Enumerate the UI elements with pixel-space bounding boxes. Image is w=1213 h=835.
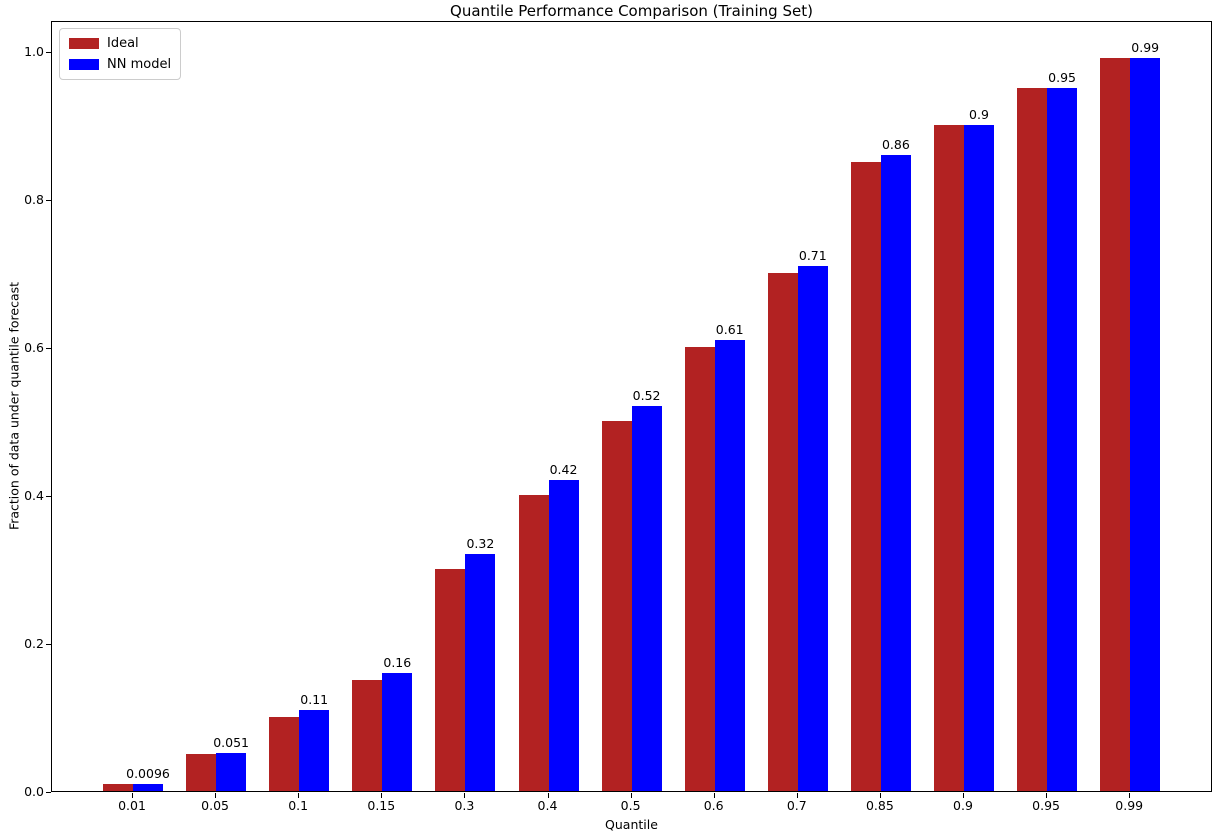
x-tick-mark — [713, 793, 715, 798]
x-tick-mark — [547, 793, 549, 798]
x-tick-mark — [963, 793, 964, 798]
bar-nn-model — [880, 154, 911, 791]
x-tick-label: 0.15 — [367, 798, 396, 813]
x-tick-label: 0.05 — [201, 798, 230, 813]
bar-nn-model — [465, 554, 496, 791]
y-tick-mark — [46, 792, 51, 793]
bar-nn-model — [548, 480, 579, 791]
legend-item-ideal: Ideal — [69, 36, 171, 51]
bar-ideal — [103, 783, 133, 791]
x-axis-label: Quantile — [605, 817, 658, 832]
bar-value-label: 0.86 — [881, 136, 910, 152]
plot-area: Ideal NN model 0.0096 0.051 0.11 0.16 0.32 0.… — [51, 21, 1212, 792]
x-tick-label: 0.4 — [537, 798, 558, 813]
bar-value-label: 0.42 — [549, 462, 578, 478]
bar-ideal — [435, 569, 466, 791]
bar-value-label: 0.32 — [466, 536, 495, 552]
bar-ideal — [186, 754, 217, 791]
bar-value-label: 0.11 — [300, 691, 329, 707]
bar-ideal — [269, 717, 300, 791]
bar-value-label: 0.99 — [1131, 40, 1160, 56]
x-tick-mark — [381, 793, 383, 798]
legend-item-nn-model: NN model — [69, 57, 171, 72]
bar-ideal — [767, 273, 798, 791]
y-tick-label: 1.0 — [24, 44, 44, 59]
x-tick-mark — [215, 793, 217, 798]
x-tick-label: 0.9 — [953, 798, 973, 813]
legend-swatch-ideal-icon — [69, 38, 99, 49]
bar-value-label: 0.051 — [213, 735, 249, 751]
bar-nn-model — [299, 709, 330, 791]
x-tick-mark — [796, 793, 798, 798]
legend-label-nn-model: NN model — [107, 57, 172, 72]
bar-ideal — [352, 680, 383, 791]
bar-nn-model — [1130, 58, 1161, 791]
bar-ideal — [684, 347, 715, 791]
bar-value-label: 0.9 — [969, 107, 989, 122]
legend: Ideal NN model — [59, 28, 182, 80]
legend-swatch-nn-model-icon — [69, 59, 99, 70]
y-tick-mark — [46, 52, 51, 53]
bar-nn-model — [797, 265, 828, 791]
bar-nn-model — [133, 783, 163, 791]
bar-ideal — [518, 495, 549, 791]
bar-nn-model — [382, 672, 413, 791]
bar-value-label: 0.52 — [632, 388, 661, 404]
y-tick-label: 0.2 — [24, 636, 44, 651]
bar-value-label: 0.71 — [798, 247, 827, 263]
x-tick-label: 0.85 — [865, 798, 894, 813]
y-tick-label: 0.6 — [24, 340, 44, 355]
x-tick-label: 0.95 — [1032, 798, 1061, 813]
bar-value-label: 0.61 — [715, 321, 744, 337]
bar-nn-model — [1047, 88, 1078, 791]
bar-nn-model — [714, 339, 745, 791]
bar-ideal — [1017, 88, 1048, 791]
bar-nn-model — [216, 753, 247, 791]
x-tick-mark — [132, 793, 133, 798]
x-tick-label: 0.5 — [620, 798, 641, 813]
bar-value-label: 0.0096 — [126, 765, 170, 781]
bar-ideal — [1100, 58, 1131, 791]
y-tick-mark — [46, 644, 51, 645]
x-tick-label: 0.7 — [786, 798, 807, 813]
x-tick-mark — [879, 793, 881, 798]
x-tick-mark — [1046, 793, 1048, 798]
bar-nn-model — [964, 125, 994, 791]
y-tick-mark — [46, 200, 51, 201]
bar-ideal — [601, 421, 632, 791]
bar-ideal — [934, 125, 964, 791]
x-tick-label: 0.1 — [288, 798, 309, 813]
x-tick-mark — [298, 793, 300, 798]
y-tick-label: 0.4 — [24, 488, 44, 503]
bar-ideal — [850, 162, 881, 791]
x-tick-label: 0.6 — [703, 798, 724, 813]
bar-nn-model — [631, 406, 662, 791]
bar-value-label: 0.16 — [383, 654, 412, 670]
x-tick-mark — [630, 793, 632, 798]
x-tick-mark — [464, 793, 466, 798]
y-tick-label: 0.8 — [24, 192, 44, 207]
x-tick-label: 0.3 — [454, 798, 475, 813]
x-tick-label: 0.99 — [1115, 798, 1144, 813]
y-tick-label: 0.0 — [24, 784, 44, 799]
y-tick-mark — [46, 348, 51, 349]
legend-label-ideal: Ideal — [107, 36, 139, 51]
chart-title: Quantile Performance Comparison (Trainin… — [450, 2, 813, 20]
x-tick-mark — [1129, 793, 1131, 798]
y-tick-mark — [46, 496, 51, 497]
bar-value-label: 0.95 — [1048, 70, 1077, 85]
x-tick-label: 0.01 — [118, 798, 146, 813]
